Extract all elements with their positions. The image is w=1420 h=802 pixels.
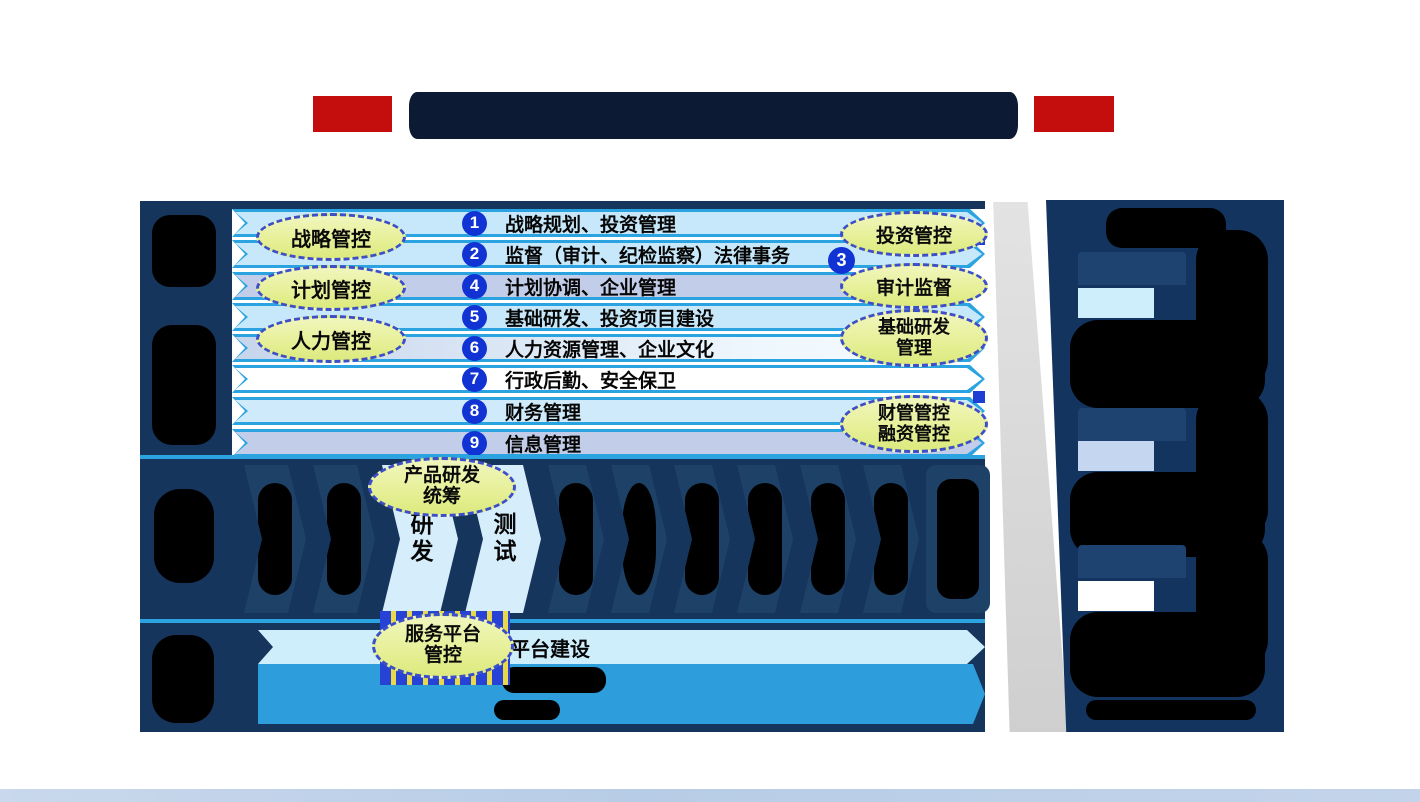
process-segment-illegible [674, 465, 730, 613]
panel-swatch-lavender [1078, 441, 1154, 471]
sidebar-illegible-label-3 [154, 489, 214, 583]
ellipse-label: 管控 [423, 645, 462, 666]
ellipse-label: 管理 [896, 338, 932, 358]
control-ellipse-product-rd: 产品研发 统筹 [368, 457, 516, 517]
right-annotation-panel [1046, 200, 1284, 732]
sidebar-illegible-label-1 [152, 215, 216, 287]
process-segment-illegible [611, 465, 667, 613]
process-segment-illegible [244, 465, 306, 613]
control-ellipse-finance: 财管管控 融资管控 [840, 395, 988, 453]
row-number-badge: 5 [462, 304, 487, 330]
segment-label: 测试 [490, 512, 516, 566]
ellipse-label: 投资管控 [875, 225, 952, 247]
control-ellipse-service-platform: 服务平台 管控 [372, 613, 514, 679]
arrow-tip-accent [973, 391, 985, 403]
sidebar-illegible-label-2 [152, 325, 216, 445]
header-red-block-left [313, 96, 392, 132]
ellipse-label: 统筹 [422, 486, 461, 507]
ellipse-label: 战略管控 [291, 228, 371, 251]
row-number-badge: 2 [462, 241, 487, 267]
row-label: 行政后勤、安全保卫 [505, 370, 677, 392]
panel-swatch-lightblue [1078, 288, 1154, 318]
header-red-block-right [1034, 96, 1114, 132]
platform-illegible-text-2 [494, 700, 560, 720]
ellipse-label: 融资管控 [878, 424, 950, 444]
process-flow: 研发 测试 [244, 465, 990, 613]
panel-tab-2 [1078, 408, 1186, 441]
row-label: 战略规划、投资管理 [505, 214, 677, 236]
row-label: 人力资源管理、企业文化 [505, 339, 715, 361]
segment-label: 研发 [407, 512, 433, 566]
panel-swatch-white [1078, 581, 1154, 611]
process-segment-illegible [313, 465, 375, 613]
ellipse-label: 服务平台 [404, 624, 481, 646]
ellipse-label: 计划管控 [291, 279, 371, 302]
ellipse-label: 人力管控 [291, 330, 371, 353]
process-band-top-border [140, 455, 985, 459]
footer-strip [0, 789, 1420, 802]
title-illegible-text-blob [409, 92, 1018, 139]
platform-body [258, 664, 985, 724]
row-label: 计划协调、企业管理 [505, 277, 677, 299]
control-ellipse-rnd: 基础研发 管理 [840, 309, 988, 367]
control-ellipse-strategy: 战略管控 [256, 213, 406, 261]
process-segment-illegible [800, 465, 856, 613]
control-ellipse-plan: 计划管控 [256, 265, 406, 311]
row-number-badge: 1 [462, 210, 487, 236]
panel-illegible-text [1070, 612, 1265, 697]
panel-illegible-text [1086, 700, 1256, 720]
row-number-badge: 7 [462, 366, 487, 392]
row-number-badge: 9 [462, 430, 487, 456]
panel-tab-1 [1078, 252, 1186, 285]
control-ellipse-hr: 人力管控 [256, 315, 406, 363]
row-label: 信息管理 [505, 434, 582, 456]
control-ellipse-investment: 投资管控 [840, 211, 988, 257]
function-row-7: 7 行政后勤、安全保卫 [232, 365, 985, 393]
ellipse-label: 基础研发 [878, 317, 950, 338]
ellipse-label: 财管管控 [878, 403, 950, 424]
platform-arrow-label: 平台建设 [510, 638, 590, 661]
platform-illegible-text-1 [502, 667, 606, 693]
row-number-badge: 4 [462, 273, 487, 299]
row-label: 监督（审计、纪检监察）法律事务 [505, 245, 791, 267]
row-label: 基础研发、投资项目建设 [505, 308, 715, 330]
process-segment-illegible [863, 465, 919, 613]
ellipse-label: 产品研发 [403, 465, 480, 487]
platform-band-top-border [140, 619, 985, 623]
sidebar-illegible-label-4 [152, 635, 214, 723]
panel-tab-3 [1078, 545, 1186, 578]
process-segment-illegible [737, 465, 793, 613]
control-ellipse-audit: 审计监督 [840, 263, 988, 309]
ellipse-label: 审计监督 [875, 277, 952, 299]
row-number-badge: 8 [462, 398, 487, 424]
process-segment-illegible [548, 465, 604, 613]
main-diagram-panel: 1 战略规划、投资管理 2 监督（审计、纪检监察）法律事务 4 计划协调、企业管理 5… [140, 201, 990, 732]
row-number-badge-3: 3 [828, 247, 855, 274]
process-segment-box-illegible [926, 465, 990, 613]
row-number-badge: 6 [462, 335, 487, 361]
platform-arrow-band: 平台建设 [258, 630, 985, 664]
row-label: 财务管理 [505, 402, 582, 424]
